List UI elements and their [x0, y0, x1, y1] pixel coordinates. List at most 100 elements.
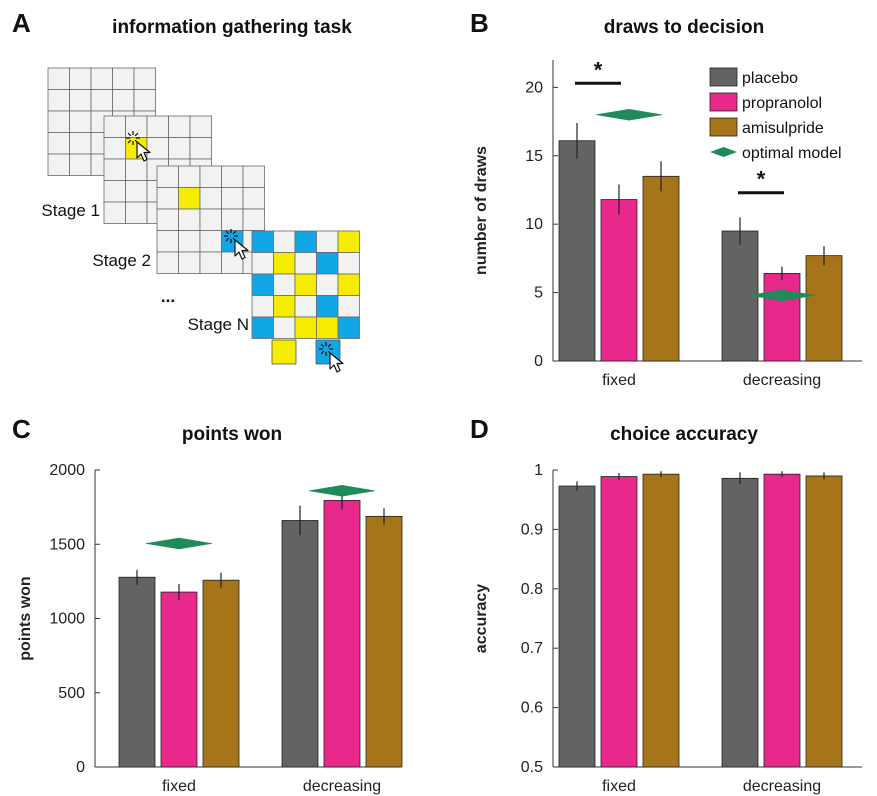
- grid-cell: [251, 316, 274, 339]
- optimal-model-marker: [308, 485, 376, 497]
- grid-cell: [316, 295, 339, 318]
- bar-placebo: [281, 520, 319, 768]
- grid-cell: [221, 187, 244, 210]
- y-axis-label: number of draws: [473, 146, 490, 275]
- legend-swatch: [709, 67, 738, 87]
- grid-cell: [273, 252, 296, 275]
- grid-cell: [125, 158, 148, 181]
- grid-cell: [199, 251, 222, 274]
- grid-cell: [199, 208, 222, 231]
- x-tick-label: fixed: [602, 778, 636, 795]
- legend-label: optimal model: [742, 145, 842, 162]
- panel-title-d: choice accuracy: [610, 424, 758, 445]
- grid-cell: [273, 273, 296, 296]
- y-tick-label: 2000: [49, 462, 85, 479]
- y-tick-label: 20: [525, 79, 543, 96]
- cursor-icon: [319, 342, 344, 373]
- grid-cell: [337, 316, 360, 339]
- grid-cell: [156, 230, 179, 253]
- grid-cell: [316, 252, 339, 275]
- grid-cell: [112, 89, 135, 112]
- panel-letter-b: B: [470, 8, 489, 38]
- grid-cell: [168, 137, 191, 160]
- grid-cell: [47, 153, 70, 176]
- grid-cell: [156, 187, 179, 210]
- grid-cell: [69, 110, 92, 133]
- panel-letter-a: A: [12, 8, 31, 38]
- grid-stage-n: [251, 230, 360, 339]
- legend-swatch-diamond: [710, 147, 737, 157]
- grid-cell: [47, 132, 70, 155]
- choice-yellow-square: [271, 339, 297, 365]
- y-tick-label: 500: [58, 685, 85, 702]
- grid-cell: [242, 165, 265, 188]
- grid-cell: [103, 115, 126, 138]
- grid-cell: [47, 110, 70, 133]
- grid-cell: [125, 201, 148, 224]
- bar-propranolol: [600, 476, 638, 768]
- legend-label: placebo: [742, 70, 798, 87]
- grid-cell: [251, 273, 274, 296]
- bar-amisulpride: [805, 255, 843, 362]
- bar-propranolol: [763, 473, 801, 768]
- y-tick-label: 0.8: [521, 581, 543, 598]
- grid-cell: [199, 187, 222, 210]
- stage-label-2: Stage 2: [92, 251, 151, 270]
- grid-cell: [168, 115, 191, 138]
- grid-cell: [103, 180, 126, 203]
- legend-swatch: [709, 92, 738, 112]
- x-tick-label: decreasing: [303, 778, 381, 795]
- legend-label: propranolol: [742, 95, 822, 112]
- grid-cell: [112, 67, 135, 90]
- bar-amisulpride: [642, 473, 680, 768]
- task-illustration: Stage 1 Stage 2 ... Stage N: [41, 67, 360, 373]
- grid-cell: [316, 273, 339, 296]
- panel-title-a: information gathering task: [112, 17, 352, 38]
- grid-cell: [273, 316, 296, 339]
- grid-cell: [294, 252, 317, 275]
- stage-ellipsis: ...: [161, 287, 175, 306]
- grid-cell: [69, 132, 92, 155]
- legend: placebo propranolol amisulpride optimal mod…: [709, 67, 842, 162]
- grid-cell: [294, 230, 317, 253]
- bar-amisulpride: [365, 515, 403, 768]
- grid-cell: [90, 67, 113, 90]
- x-tick-label: fixed: [162, 778, 196, 795]
- y-tick-label: 5: [534, 285, 543, 302]
- grid-cell: [133, 89, 156, 112]
- panel-letter-c: C: [12, 414, 31, 444]
- chart-b: 0 5 10 15 20 number of draws fixed decreasing * *…: [473, 57, 862, 389]
- optimal-model-marker: [748, 289, 816, 302]
- stage-label-1: Stage 1: [41, 201, 100, 220]
- grid-cell: [156, 251, 179, 274]
- cursor-icon: [224, 229, 249, 260]
- grid-cell: [242, 208, 265, 231]
- optimal-model-marker: [145, 537, 213, 550]
- bar-amisulpride: [642, 175, 680, 362]
- grid-cell: [316, 230, 339, 253]
- grid-cell: [103, 158, 126, 181]
- grid-cell: [273, 230, 296, 253]
- significance-star: *: [757, 167, 766, 192]
- grid-cell: [242, 187, 265, 210]
- bar-propranolol: [763, 273, 801, 362]
- grid-cell: [337, 230, 360, 253]
- y-axis-label: points won: [17, 576, 34, 660]
- grid-cell: [156, 208, 179, 231]
- grid-cell: [337, 295, 360, 318]
- y-tick-label: 15: [525, 148, 543, 165]
- grid-cell: [294, 273, 317, 296]
- grid-cell: [133, 67, 156, 90]
- grid-cell: [178, 230, 201, 253]
- stage-label-n: Stage N: [188, 315, 249, 334]
- grid-cell: [337, 252, 360, 275]
- grid-cell: [251, 295, 274, 318]
- bar-propranolol: [160, 591, 198, 768]
- legend-label: amisulpride: [742, 120, 824, 137]
- grid-cell: [103, 201, 126, 224]
- grid-cell: [294, 316, 317, 339]
- significance-star: *: [594, 57, 603, 82]
- grid-cell: [103, 137, 126, 160]
- panel-title-c: points won: [182, 424, 282, 445]
